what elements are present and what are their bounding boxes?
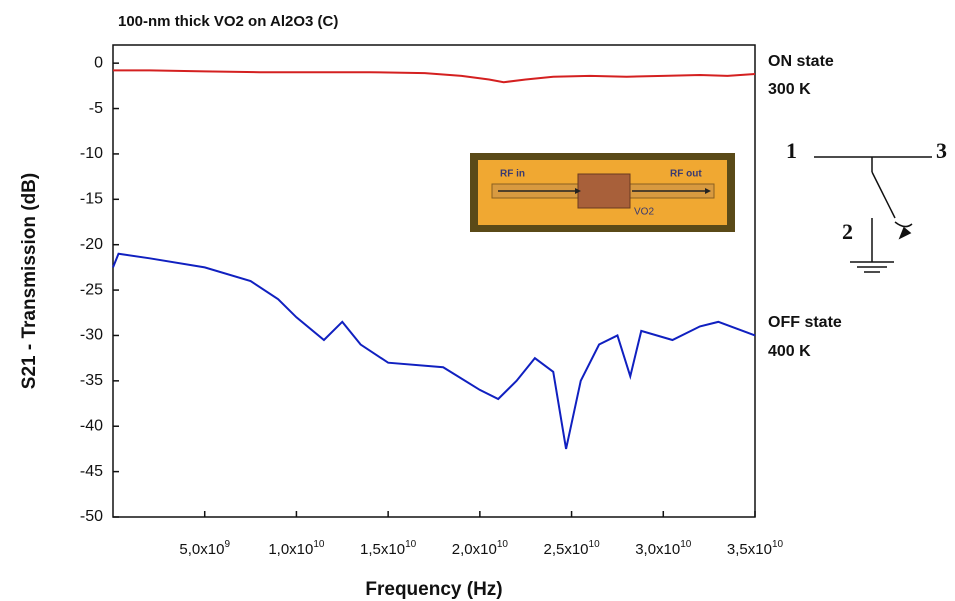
annotation: 300 K — [768, 81, 811, 98]
circuit-arrow — [894, 221, 913, 228]
series-line — [112, 252, 756, 450]
arrow-head — [575, 188, 581, 194]
annotation: 400 K — [768, 343, 811, 360]
circuit-arrow-head — [898, 226, 912, 240]
y-tick-label: -5 — [89, 100, 103, 117]
x-tick-label-base: 2,0x10 — [452, 541, 497, 558]
x-tick-label-base: 5,0x10 — [179, 541, 224, 558]
y-tick-label: -35 — [80, 372, 103, 389]
y-tick-label: -50 — [80, 508, 103, 525]
annotation: OFF state — [768, 314, 842, 331]
x-tick-label-exp: 10 — [589, 539, 601, 550]
inset-vo2 — [577, 173, 631, 209]
y-tick-label: 0 — [94, 54, 103, 71]
inset-label: VO2 — [634, 207, 654, 218]
x-tick-label: 2,0x1010 — [452, 539, 509, 558]
arrow-head — [705, 188, 711, 194]
x-axis-label: Frequency (Hz) — [365, 579, 502, 600]
chart-title: 100-nm thick VO2 on Al2O3 (C) — [118, 13, 338, 30]
circuit-label: 1 — [786, 138, 797, 163]
y-tick-label: -40 — [80, 417, 103, 434]
x-tick-label-base: 1,5x10 — [360, 541, 405, 558]
inset-label: RF in — [500, 169, 525, 180]
inset: RF in RF out VO2 — [470, 153, 735, 232]
y-tick-label: -25 — [80, 281, 103, 298]
x-tick-label-exp: 10 — [405, 539, 417, 550]
x-tick-label: 1,5x1010 — [360, 539, 417, 558]
x-tick-label-exp: 9 — [224, 539, 230, 550]
y-tick-label: -30 — [80, 327, 103, 344]
x-tick-label: 5,0x109 — [179, 539, 230, 558]
circuit — [814, 156, 932, 273]
x-tick-label-exp: 10 — [772, 539, 784, 550]
x-tick-label: 2,5x1010 — [543, 539, 600, 558]
circuit-label: 3 — [936, 138, 947, 163]
plot-frame — [112, 44, 756, 518]
x-tick-label-base: 3,0x10 — [635, 541, 680, 558]
inset-label: RF out — [670, 169, 702, 180]
y-tick-label: -20 — [80, 236, 103, 253]
x-tick-label-exp: 10 — [313, 539, 325, 550]
circuit-label: 2 — [842, 219, 853, 244]
x-tick-label: 3,0x1010 — [635, 539, 692, 558]
x-tick-label-base: 2,5x10 — [543, 541, 588, 558]
x-tick-label-exp: 10 — [680, 539, 692, 550]
circuit-switch — [871, 171, 896, 219]
y-axis-label: S21 - Transmission (dB) — [19, 173, 40, 389]
x-tick-label-base: 1,0x10 — [268, 541, 313, 558]
x-tick-label: 1,0x1010 — [268, 539, 325, 558]
x-tick-label-base: 3,5x10 — [727, 541, 772, 558]
annotation: ON state — [768, 53, 834, 70]
x-tick-label: 3,5x1010 — [727, 539, 784, 558]
y-tick-label: -10 — [80, 145, 103, 162]
series-line — [113, 69, 756, 84]
y-tick-label: -45 — [80, 463, 103, 480]
y-tick-label: -15 — [80, 191, 103, 208]
x-tick-label-exp: 10 — [497, 539, 509, 550]
